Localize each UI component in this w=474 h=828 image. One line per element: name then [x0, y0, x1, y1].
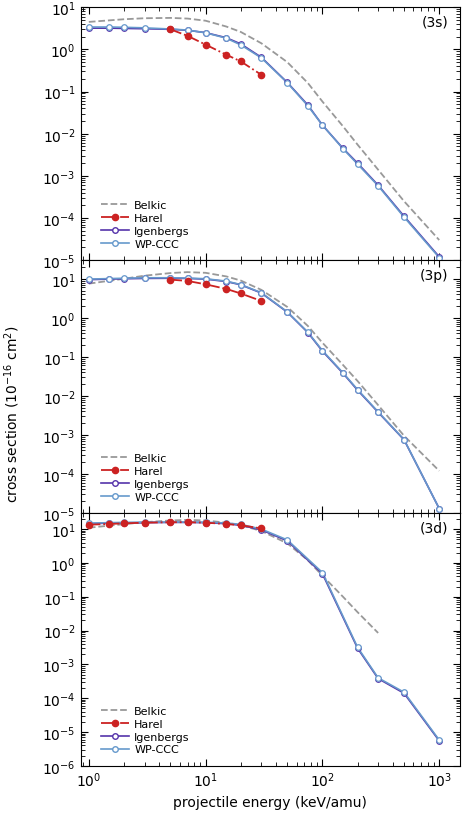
Text: (3d): (3d): [420, 521, 448, 535]
X-axis label: projectile energy (keV/amu): projectile energy (keV/amu): [173, 795, 367, 809]
Legend: Belkic, Harel, Igenbergs, WP-CCC: Belkic, Harel, Igenbergs, WP-CCC: [98, 703, 193, 758]
Text: cross section (10$^{-16}$ cm$^2$): cross section (10$^{-16}$ cm$^2$): [2, 325, 22, 503]
Legend: Belkic, Harel, Igenbergs, WP-CCC: Belkic, Harel, Igenbergs, WP-CCC: [98, 198, 193, 253]
Text: (3s): (3s): [422, 16, 448, 30]
Text: (3p): (3p): [420, 268, 448, 282]
Legend: Belkic, Harel, Igenbergs, WP-CCC: Belkic, Harel, Igenbergs, WP-CCC: [98, 450, 193, 505]
